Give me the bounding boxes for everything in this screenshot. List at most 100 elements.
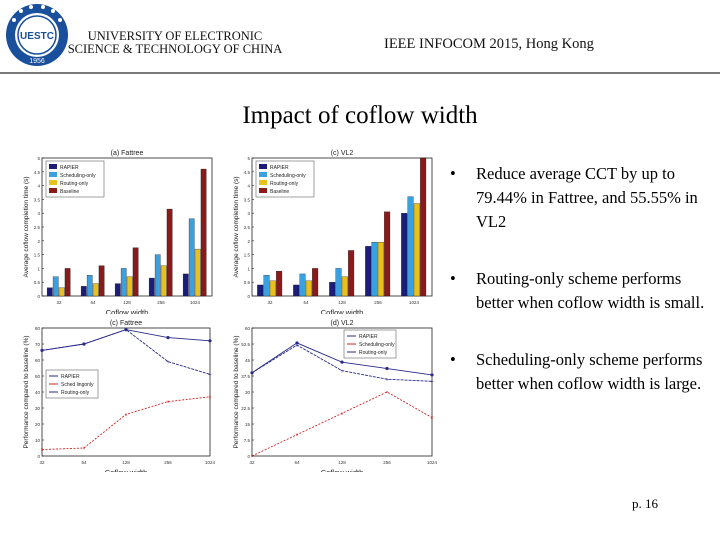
data-point: + [340, 369, 344, 375]
data-point: + [295, 344, 299, 350]
x-tick-label: 128 [122, 460, 130, 465]
plot-frame [251, 327, 433, 457]
y-tick-label: 10 [35, 438, 41, 443]
bar [335, 268, 342, 297]
bar [148, 277, 155, 297]
data-point: + [250, 371, 254, 377]
y-tick-label: 0.5 [244, 280, 251, 285]
x-axis-label: Coflow width [321, 468, 364, 472]
bullet-item: • Scheduling-only scheme performs better … [448, 348, 718, 396]
bar [269, 280, 276, 297]
bar [420, 157, 427, 297]
y-tick-label: 50 [35, 374, 41, 379]
data-point: × [296, 433, 299, 439]
y-tick-label: 52.5 [241, 342, 250, 347]
data-point: + [82, 343, 86, 349]
data-point: × [251, 454, 254, 460]
series-line [41, 396, 211, 451]
x-axis-label: Coflow width [106, 308, 149, 314]
data-point: × [341, 411, 344, 417]
data-point [385, 366, 389, 371]
legend-swatch [49, 172, 57, 177]
bullet-icon: • [450, 164, 456, 183]
bar [194, 248, 201, 297]
bar [293, 284, 300, 297]
bar-chart-vl2: (c) VL2 Coflow width Average coflow comple… [232, 144, 438, 319]
bar [329, 282, 336, 297]
bar [58, 287, 65, 297]
x-tick-label: 1024 [427, 460, 438, 465]
data-point: + [385, 378, 389, 384]
university-logo: UESTC 1956 [4, 2, 70, 68]
y-tick-label: 0 [37, 454, 40, 459]
chart-title: (c) Fattree [110, 320, 142, 327]
legend-label: RAPIER [60, 165, 79, 171]
x-tick-label: 64 [303, 300, 309, 305]
bar [98, 265, 105, 297]
bar [263, 275, 270, 297]
y-tick-label: 45 [245, 358, 251, 363]
x-axis-label: Coflow width [105, 468, 148, 472]
x-tick-label: 64 [81, 460, 87, 465]
y-tick-label: 3.5 [34, 197, 41, 202]
bar [86, 275, 93, 297]
y-tick-label: 3 [37, 211, 40, 216]
y-tick-label: 37.5 [241, 374, 250, 379]
bar [64, 268, 71, 297]
y-axis-label: Performance compared to baseline (%) [23, 335, 30, 448]
x-tick-label: 128 [338, 460, 346, 465]
data-point [295, 341, 299, 345]
bar [160, 265, 167, 297]
bar [384, 211, 391, 297]
x-axis-label: Coflow width [321, 308, 364, 314]
x-tick-label: 256 [383, 460, 391, 465]
y-axis-label: Average coflow completion time (s) [23, 176, 30, 277]
x-tick-label: 64 [90, 300, 96, 305]
bar [52, 276, 59, 297]
y-tick-label: 5 [37, 156, 40, 161]
bar [166, 208, 173, 297]
bar [126, 276, 133, 297]
data-point: + [40, 349, 44, 355]
y-tick-label: 80 [35, 326, 41, 331]
y-tick-label: 2 [37, 239, 40, 244]
data-point: + [208, 373, 212, 379]
x-tick-label: 256 [157, 300, 165, 305]
x-tick-label: 64 [294, 460, 300, 465]
x-tick-label: 128 [338, 300, 346, 305]
bullet-icon: • [450, 350, 456, 369]
bullet-icon: • [450, 269, 456, 288]
university-name-line1: UNIVERSITY OF ELECTRONIC [87, 29, 263, 43]
bar [182, 273, 189, 297]
y-tick-label: 22.5 [241, 406, 250, 411]
legend-label: RAPIER [270, 165, 289, 171]
line-chart-vl2: (d) VL2 Coflow width Performance compared … [232, 316, 438, 477]
legend-label: Scheduling-only [60, 173, 96, 179]
bullet-list: • Reduce average CCT by up to 79.44% in F… [448, 162, 718, 396]
y-tick-label: 1.5 [34, 253, 41, 258]
data-point: × [386, 390, 389, 396]
bar [188, 218, 195, 297]
x-tick-label: 1024 [409, 300, 420, 305]
legend-label: Routing-only [61, 390, 90, 396]
legend-swatch [259, 180, 267, 185]
bar [200, 168, 207, 297]
chart-title: (a) Fattree [111, 150, 144, 157]
bullet-text: Scheduling-only scheme performs better w… [476, 350, 703, 393]
bar [401, 213, 408, 297]
bar [276, 271, 283, 297]
y-axis-label: Average coflow completion time (s) [233, 176, 240, 277]
series-line [41, 329, 211, 375]
x-tick-label: 128 [123, 300, 131, 305]
legend-label: Sched lingonly [61, 382, 94, 388]
data-point: × [167, 400, 170, 406]
y-tick-label: 30 [245, 390, 251, 395]
logo-year: 1956 [29, 58, 45, 65]
legend-label: Routing-only [60, 181, 89, 187]
logo-text: UESTC [20, 31, 54, 42]
legend-label: Baseline [270, 189, 289, 195]
y-tick-label: 0 [247, 454, 250, 459]
legend-label: RAPIER [359, 334, 378, 340]
header-divider [0, 72, 720, 74]
legend-swatch [49, 180, 57, 185]
